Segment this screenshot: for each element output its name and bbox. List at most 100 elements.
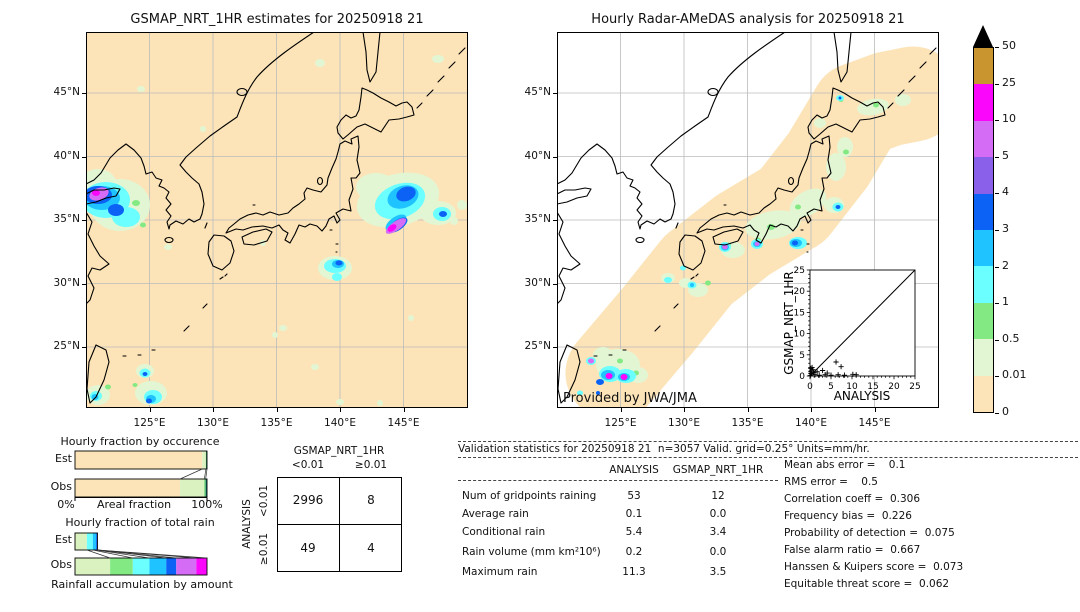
colorbar-tick-label: 0.5 — [1002, 331, 1020, 345]
bar-segment — [96, 533, 98, 550]
left-map-xtick-label: 135°E — [260, 417, 293, 429]
colorbar-over-arrow — [973, 25, 993, 47]
radar-precip-blue — [596, 96, 842, 395]
left-map-border — [86, 32, 468, 408]
scatter-point — [835, 372, 841, 378]
scatter-point — [828, 372, 834, 378]
colorbar-tick — [995, 339, 999, 341]
bar-segment — [204, 479, 206, 497]
colorbar-tick — [995, 413, 999, 414]
scatter-point — [833, 359, 839, 365]
colorbar-tick — [995, 47, 999, 48]
left-map-xtick — [340, 408, 341, 412]
stat-row-analysis: 0.2 — [625, 546, 643, 558]
inset-ytick-label: 20 — [794, 287, 806, 297]
bar-segment — [202, 451, 206, 469]
left-map-xtick-label: 140°E — [324, 417, 356, 429]
occurrence-xmin: 0% — [57, 498, 75, 511]
Est-bar-outline — [74, 450, 208, 470]
stat-row-analysis: 11.3 — [622, 566, 646, 578]
right-map-ytick — [553, 347, 557, 348]
gsmap-map — [86, 32, 468, 408]
colorbar-segment — [974, 375, 993, 412]
stat-row-label: Conditional rain — [462, 526, 546, 538]
colorbar-segment — [974, 302, 993, 340]
colorbar-tick — [995, 376, 999, 378]
bar-segment — [176, 558, 197, 575]
left-map-xtick-label: 125°E — [133, 417, 166, 429]
contingency-cell-11: 4 — [367, 541, 375, 555]
colorbar-segment — [974, 157, 993, 194]
contingency-col-title: GSMAP_NRT_1HR — [293, 445, 385, 457]
inset-xtick-label: 0 — [807, 382, 813, 392]
bar-segment — [205, 479, 207, 497]
occurrence-obs-label: Obs — [50, 480, 72, 493]
inset-ytick-label: 10 — [794, 330, 806, 340]
occurrence-xmax: 100% — [191, 498, 223, 511]
right-map-ytick-label: 30°N — [524, 276, 551, 289]
score-rms-error: RMS error = 0.5 — [784, 476, 878, 488]
right-map-xtick — [811, 408, 812, 412]
totalrain-est-label: Est — [55, 533, 72, 546]
divider-under-headers — [458, 480, 778, 481]
inset-ytick-label: 25 — [794, 266, 805, 276]
totalrain-chart-title: Hourly fraction of total rain — [65, 516, 215, 529]
left-map-ytick-label: 40°N — [53, 149, 80, 162]
colorbar-segment — [974, 266, 993, 303]
stat-row-gsmap: 0.0 — [709, 546, 727, 558]
inset-xtick-label: 25 — [909, 382, 920, 392]
fraction-connector — [86, 549, 111, 559]
right-map-xtick-label: 125°E — [604, 417, 637, 429]
bar-segment — [92, 533, 97, 550]
right-map-ytick — [553, 220, 557, 221]
colorbar-tick — [995, 156, 999, 158]
colorbar-tick-label: 0 — [1002, 405, 1009, 418]
bar-segment — [75, 479, 181, 497]
Est-bar-outline — [74, 532, 98, 551]
colorbar-tick — [995, 193, 999, 195]
left-map-gridlines — [86, 32, 468, 408]
gsmap-precip-magenta — [92, 190, 397, 232]
totalrain-xlabel: Rainfall accumulation by amount — [51, 578, 233, 591]
inset-scatter-plot: 00 5 5 10 10 15 15 20 20 25 25 — [794, 266, 921, 392]
contingency-cell-01: 8 — [367, 493, 375, 507]
map-credit: Provided by JWA/JMA — [563, 391, 697, 406]
bar-segment — [205, 451, 207, 469]
stat-row-gsmap: 3.5 — [709, 566, 727, 578]
scatter-point — [841, 372, 848, 378]
scatter-point — [816, 372, 822, 378]
colorbar-tick — [995, 83, 999, 85]
inset-xtick-label: 10 — [846, 382, 858, 392]
Obs-bar-outline — [74, 557, 208, 576]
left-map-ytick-label: 35°N — [53, 213, 80, 225]
contingency-divider-h — [277, 524, 402, 525]
colorbar-segment — [974, 229, 993, 267]
left-map-ytick — [82, 156, 86, 158]
colorbar-segment — [974, 48, 993, 85]
contingency-row-label-lt: <0.01 — [257, 484, 270, 518]
left-map-xtick-label: 130°E — [197, 417, 229, 429]
fraction-bar-charts — [74, 450, 208, 576]
left-map-ytick-label: 30°N — [53, 276, 80, 289]
inset-ytick-label: 0 — [799, 372, 805, 382]
divider-top — [458, 441, 1078, 442]
colorbar-tick-label: 4 — [1002, 185, 1009, 199]
colorbar-tick-label: 5 — [1002, 148, 1009, 162]
occurrence-xlabel: Areal fraction — [96, 498, 172, 511]
colorbar-segment — [974, 339, 993, 376]
right-map-xtick — [684, 408, 685, 412]
inset-axes-box — [809, 269, 916, 377]
bar-segment — [75, 558, 111, 575]
colorbar-tick-label: 1 — [1002, 295, 1009, 309]
validation-col-analysis: ANALYSIS — [609, 464, 659, 476]
colorbar — [973, 47, 994, 413]
inset-xtick-label: 20 — [888, 382, 900, 392]
score-pod: Probability of detection = 0.075 — [784, 527, 955, 539]
right-map-xtick-label: 135°E — [731, 417, 764, 429]
colorbar-segment — [974, 120, 993, 158]
left-map-title: GSMAP_NRT_1HR estimates for 20250918 21 — [130, 12, 424, 27]
left-map-ytick-label: 45°N — [53, 86, 80, 98]
right-map-xtick-label: 145°E — [858, 417, 891, 429]
bar-segment — [132, 558, 150, 575]
